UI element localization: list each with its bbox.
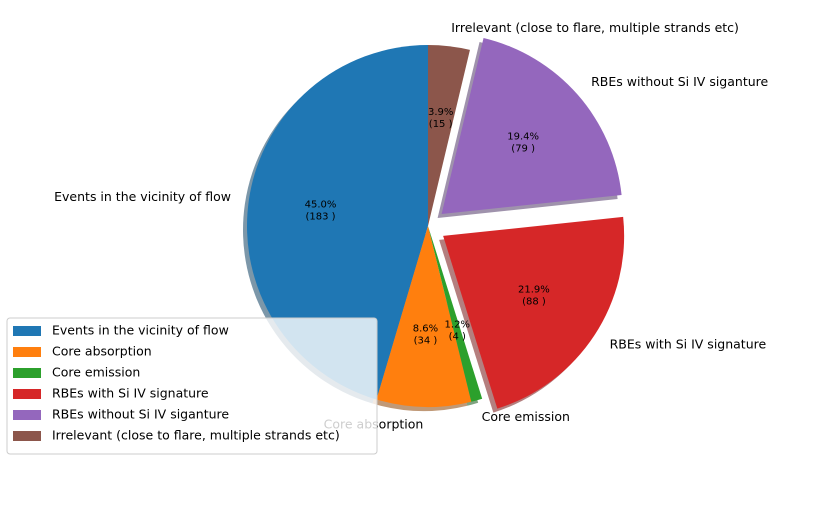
slice-percent: 3.9% (428, 107, 453, 118)
pie-slice (246, 45, 428, 400)
percent-labels: 45.0%(183 ) 8.6%(34 ) 1.2%(4 ) 21.9%(88 ) 19… (305, 107, 550, 346)
slice-percent: 8.6% (413, 324, 438, 335)
pie-wedges (246, 37, 625, 409)
slice-label: RBEs with Si IV signature (610, 337, 767, 352)
slice-percent: 1.2% (445, 320, 470, 331)
slice-count: (183 ) (305, 211, 335, 222)
legend: Events in the vicinity of flow Core absor… (6, 317, 378, 455)
pie-slice (428, 45, 470, 226)
slice-count: (4 ) (449, 332, 466, 343)
pie-slice (376, 226, 472, 408)
slice-percent: 45.0% (305, 199, 337, 210)
legend-entry: Events in the vicinity of flow (52, 323, 229, 338)
pie-slice (428, 226, 483, 402)
slice-percent: 19.4% (507, 131, 539, 142)
legend-swatch (13, 389, 41, 399)
legend-entry: Core emission (52, 365, 140, 380)
legend-box (6, 317, 378, 455)
slice-label: Events in the vicinity of flow (54, 189, 231, 204)
slice-count: (79 ) (511, 143, 535, 154)
pie-slice (443, 216, 625, 409)
legend-swatch (13, 368, 41, 378)
legend-swatch (13, 347, 41, 357)
pie-slice (441, 37, 622, 215)
legend-entry: Core absorption (52, 344, 152, 359)
legend-swatch (13, 410, 41, 420)
legend-swatch (13, 431, 41, 441)
legend-entry: RBEs with Si IV signature (52, 386, 209, 401)
legend-swatch (13, 326, 41, 336)
legend-entry: Irrelevant (close to flare, multiple str… (52, 428, 340, 443)
slice-count: (34 ) (414, 336, 438, 347)
slice-label: Core emission (482, 409, 570, 424)
slice-label: RBEs without Si IV siganture (591, 74, 768, 89)
slice-count: (88 ) (522, 297, 546, 308)
legend-entry: RBEs without Si IV siganture (52, 407, 229, 422)
slice-count: (15 ) (429, 119, 453, 130)
slice-label: Irrelevant (close to flare, multiple str… (451, 20, 739, 35)
slice-percent: 21.9% (518, 285, 550, 296)
